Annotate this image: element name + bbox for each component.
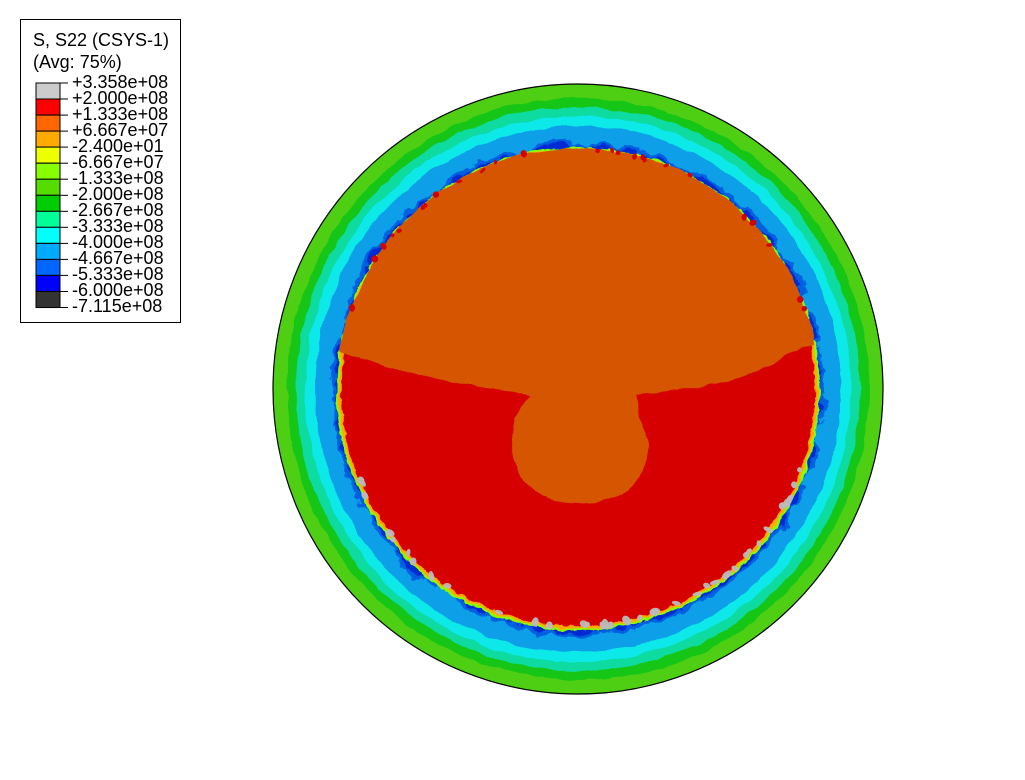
svg-text:-7.115e+08: -7.115e+08	[72, 296, 162, 316]
svg-text:(Avg: 75%): (Avg: 75%)	[33, 52, 122, 72]
svg-text:S, S22 (CSYS-1): S, S22 (CSYS-1)	[33, 30, 169, 50]
